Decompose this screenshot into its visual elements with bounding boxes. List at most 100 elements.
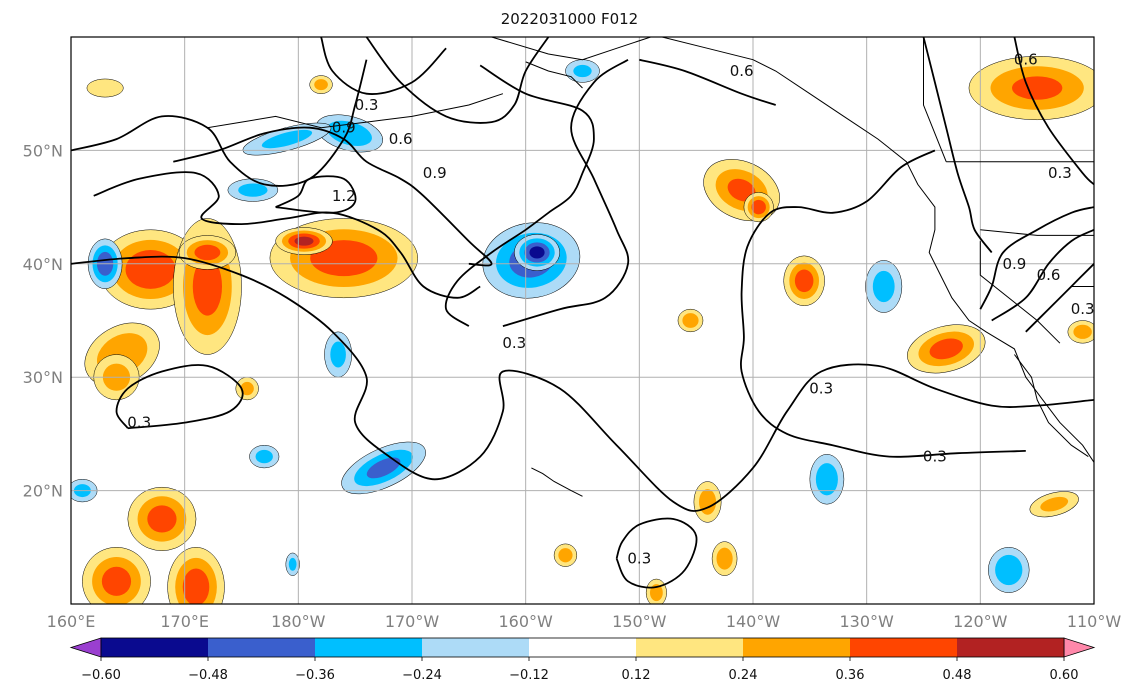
lon-tick-label: 150°W bbox=[612, 612, 667, 631]
contour-line bbox=[615, 517, 698, 589]
anomaly-level bbox=[294, 236, 314, 246]
anomaly-blob bbox=[82, 547, 151, 604]
colorbar-label: −0.60 bbox=[81, 668, 121, 683]
coastline bbox=[525, 61, 583, 89]
colorbar-box bbox=[957, 638, 1064, 657]
contour-label: 0.3 bbox=[923, 448, 947, 466]
anomaly-level bbox=[147, 505, 177, 533]
anomaly-level bbox=[558, 548, 573, 563]
lon-tick-label: 140°W bbox=[726, 612, 781, 631]
colorbar-box bbox=[850, 638, 957, 657]
anomaly-blob bbox=[703, 159, 780, 222]
anomaly-blob bbox=[553, 543, 578, 567]
contour-label: 0.3 bbox=[355, 96, 379, 114]
coastline bbox=[491, 37, 651, 61]
colorbar-box bbox=[208, 638, 315, 657]
map-frame bbox=[70, 36, 1095, 605]
anomaly-blob bbox=[309, 75, 333, 94]
lon-tick-label: 160°E bbox=[47, 612, 96, 631]
anomaly-blob bbox=[645, 578, 667, 604]
contour-label: 0.3 bbox=[127, 414, 151, 432]
contour-label: 0.6 bbox=[1037, 266, 1061, 284]
anomaly-level bbox=[330, 341, 346, 368]
coastline bbox=[979, 241, 1061, 344]
colorbar-box bbox=[422, 638, 529, 657]
anomaly-level bbox=[192, 257, 223, 316]
anomaly-blob bbox=[178, 235, 237, 270]
lon-tick-label: 130°W bbox=[839, 612, 894, 631]
lon-tick-label: 180°W bbox=[271, 612, 326, 631]
anomaly-blob bbox=[242, 122, 332, 156]
coastline bbox=[207, 93, 504, 129]
coastline bbox=[980, 229, 1094, 236]
anomaly-level bbox=[194, 244, 221, 261]
colorbar: −0.60 −0.48 −0.36 −0.24 −0.12 0.12 0.24 0.36 0.4… bbox=[69, 637, 1096, 683]
anomaly-level bbox=[327, 120, 372, 146]
anomaly-blob bbox=[565, 59, 600, 83]
anomaly-level bbox=[995, 554, 1023, 586]
colorbar-label: 0.12 bbox=[622, 668, 651, 683]
latitude-tick-labels: 50°N 40°N 30°N 20°N bbox=[23, 141, 63, 500]
anomaly-level bbox=[1012, 76, 1063, 100]
anomaly-level bbox=[682, 313, 699, 328]
anomaly-level bbox=[261, 129, 313, 149]
anomaly-blob bbox=[86, 78, 124, 98]
anomaly-level bbox=[929, 338, 963, 360]
anomaly-level bbox=[101, 566, 132, 596]
colorbar-label: −0.48 bbox=[188, 668, 228, 683]
colorbar-label: −0.12 bbox=[509, 668, 549, 683]
contour-label: 0.9 bbox=[332, 119, 356, 137]
contour-line bbox=[502, 58, 630, 328]
contour-line bbox=[979, 206, 1094, 310]
contour-label: 1.2 bbox=[332, 187, 356, 205]
colorbar-label: 0.24 bbox=[729, 668, 758, 683]
contour-label: 0.3 bbox=[809, 380, 833, 398]
anomaly-level bbox=[255, 449, 273, 464]
anomaly-blob bbox=[809, 454, 845, 505]
contour-label: 0.3 bbox=[627, 550, 651, 568]
contour-label: 0.9 bbox=[423, 164, 447, 182]
anomaly-blob bbox=[316, 114, 383, 153]
lon-tick-label: 110°W bbox=[1067, 612, 1122, 631]
colorbar-extend-low bbox=[69, 637, 102, 658]
contour-label: 0.9 bbox=[1003, 255, 1027, 273]
anomaly-blob bbox=[865, 260, 903, 313]
shaded-field bbox=[71, 56, 1094, 604]
anomaly-blob bbox=[1029, 491, 1079, 518]
contour-label: 0.3 bbox=[1048, 164, 1072, 182]
anomaly-level bbox=[815, 463, 838, 496]
colorbar-box bbox=[636, 638, 743, 657]
anomaly-blob bbox=[285, 552, 300, 576]
contour-line bbox=[991, 228, 1094, 322]
anomaly-blob bbox=[514, 234, 561, 271]
anomaly-level bbox=[366, 457, 401, 479]
anomaly-blob bbox=[227, 178, 279, 202]
anomaly-level bbox=[727, 178, 756, 202]
gridlines bbox=[71, 37, 1094, 604]
contour-line bbox=[71, 255, 1094, 512]
anomaly-level bbox=[649, 584, 663, 602]
contour-line bbox=[275, 175, 357, 214]
contour-line bbox=[1013, 37, 1094, 186]
colorbar-label: 0.36 bbox=[836, 668, 865, 683]
contour-line bbox=[115, 364, 244, 430]
lat-tick-label: 50°N bbox=[23, 141, 63, 160]
lat-tick-label: 30°N bbox=[23, 368, 63, 387]
anomaly-level bbox=[573, 64, 592, 78]
anomaly-level bbox=[1073, 324, 1092, 339]
anomaly-blob bbox=[127, 486, 197, 551]
anomaly-blob bbox=[783, 255, 825, 307]
contour-line bbox=[740, 149, 1026, 458]
coastline bbox=[923, 37, 947, 162]
contour-line bbox=[1025, 263, 1094, 333]
anomaly-level bbox=[125, 250, 176, 289]
coastline bbox=[1014, 354, 1089, 458]
colorbar-box bbox=[315, 638, 422, 657]
anomaly-blob bbox=[235, 376, 259, 401]
contour-line bbox=[93, 171, 481, 299]
anomaly-level bbox=[288, 557, 297, 571]
contour-line bbox=[365, 37, 550, 124]
anomaly-blob bbox=[249, 444, 280, 469]
lat-tick-label: 20°N bbox=[23, 482, 63, 501]
colorbar-box bbox=[101, 638, 208, 657]
